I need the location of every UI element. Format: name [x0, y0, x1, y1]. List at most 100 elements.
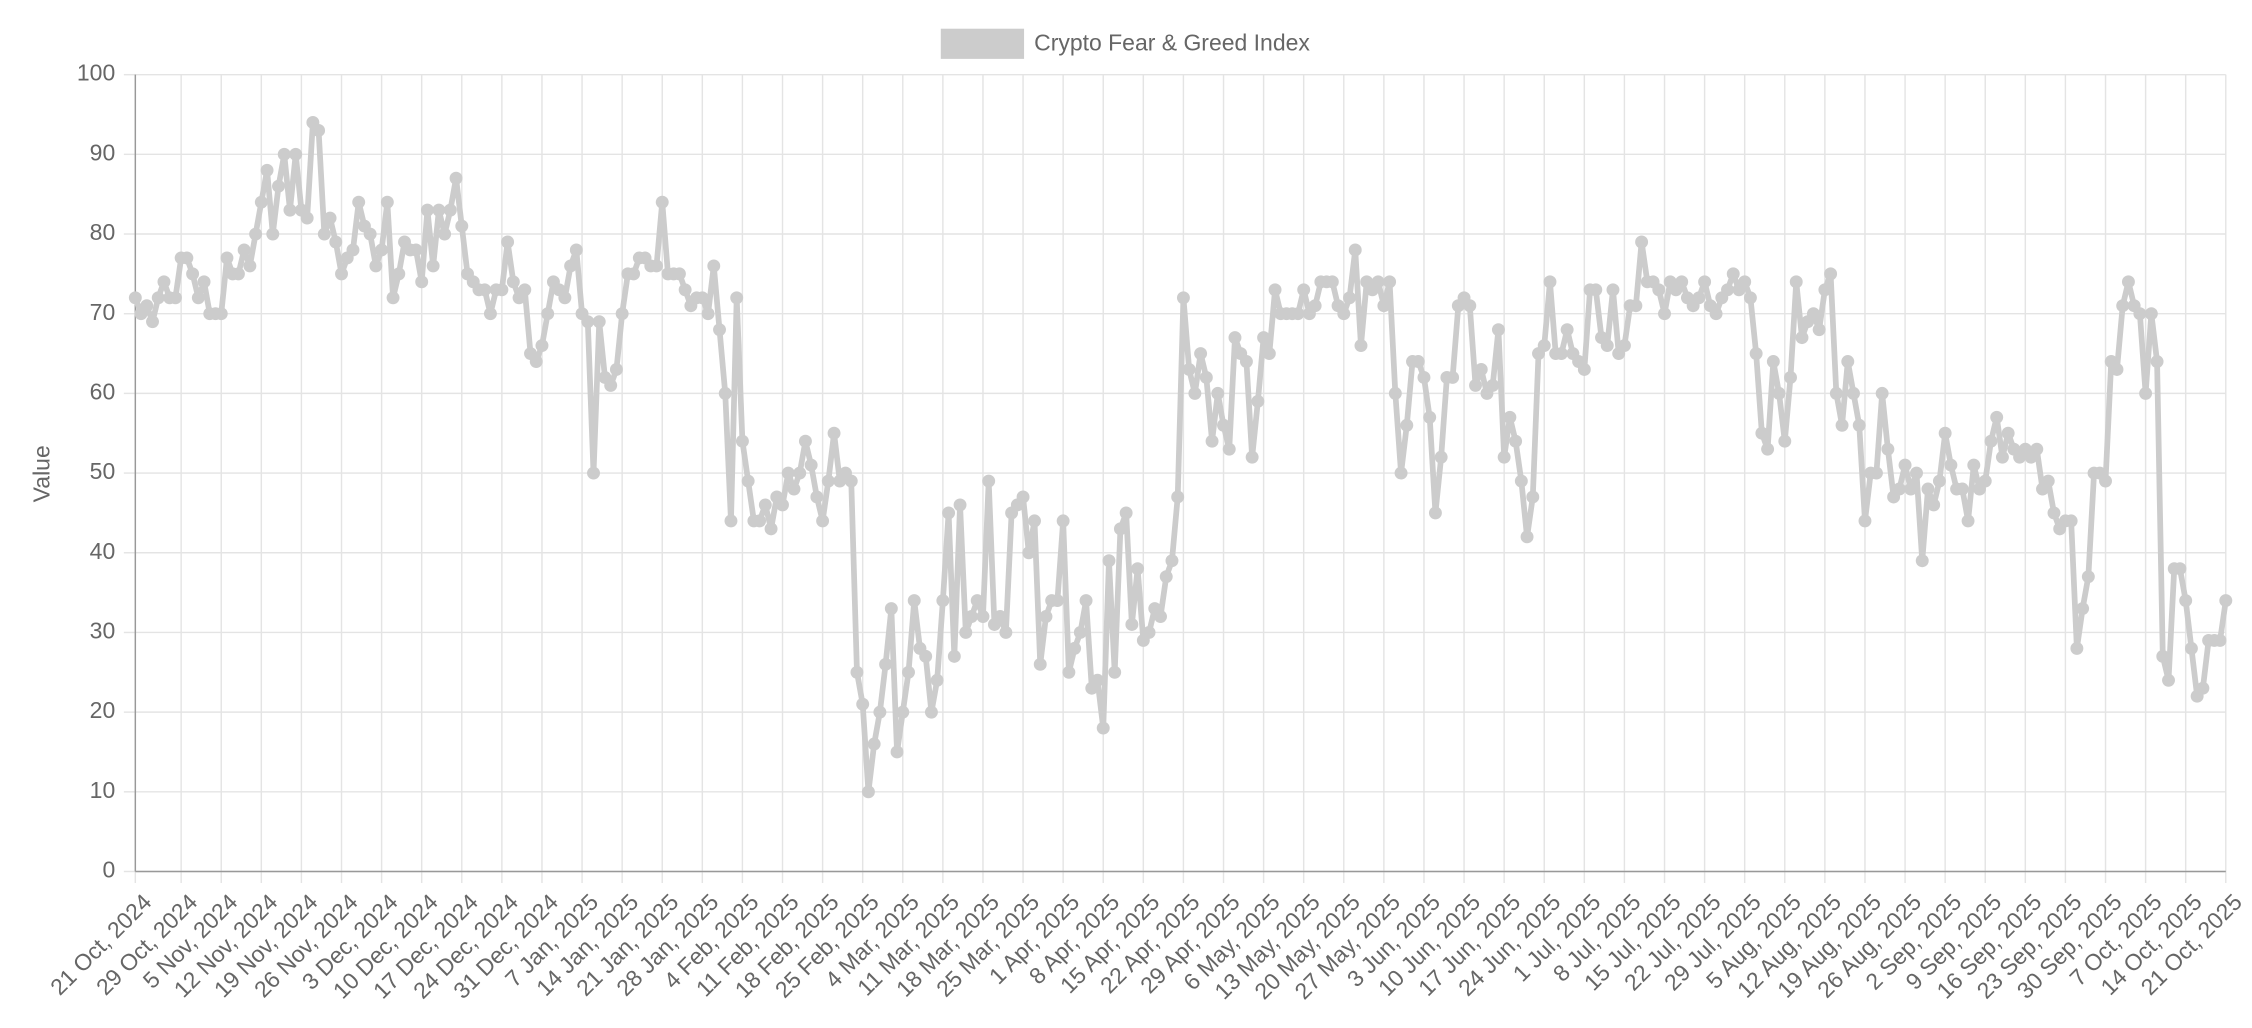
point: [856, 697, 870, 711]
point: [157, 275, 171, 289]
point: [1824, 267, 1838, 281]
point: [1251, 394, 1265, 408]
point: [375, 243, 389, 257]
point: [231, 267, 245, 281]
point: [701, 307, 715, 321]
point: [323, 211, 337, 225]
point: [415, 275, 429, 289]
point: [2110, 363, 2124, 376]
point: [1892, 482, 1906, 496]
point: [1652, 283, 1666, 297]
point: [180, 251, 194, 265]
point: [2156, 649, 2170, 663]
point: [1898, 458, 1912, 472]
point: [2139, 386, 2153, 400]
point: [1904, 482, 1918, 496]
point: [1125, 618, 1139, 631]
point: [1222, 442, 1236, 456]
point: [426, 259, 440, 273]
point: [2144, 307, 2158, 321]
point: [249, 227, 263, 241]
y-tick-label: 20: [90, 697, 116, 723]
point: [283, 203, 297, 217]
plot: [128, 116, 2233, 799]
point: [1073, 625, 1087, 639]
point: [1205, 434, 1219, 448]
y-tick-label: 80: [90, 219, 116, 245]
point: [186, 267, 200, 281]
point: [420, 203, 434, 217]
point: [919, 649, 933, 663]
point: [1514, 474, 1528, 488]
point: [1537, 339, 1551, 353]
point: [902, 665, 915, 679]
point: [724, 514, 738, 528]
point: [214, 307, 228, 321]
point: [959, 625, 973, 639]
point: [1096, 721, 1110, 735]
point: [2116, 299, 2130, 313]
point: [1033, 657, 1047, 671]
point: [2162, 673, 2175, 687]
point: [1990, 410, 2004, 424]
point: [312, 123, 326, 137]
point: [2179, 594, 2193, 608]
point: [1268, 283, 1282, 297]
y-tick-label: 40: [90, 538, 116, 564]
point: [947, 649, 961, 663]
point: [220, 251, 234, 265]
point: [1056, 514, 1070, 528]
point: [1388, 386, 1402, 400]
point: [713, 323, 726, 337]
point: [1927, 498, 1941, 512]
point: [707, 259, 721, 273]
point: [1766, 355, 1780, 368]
legend-label: Crypto Fear & Greed Index: [1034, 30, 1310, 56]
point: [1944, 458, 1958, 472]
point: [140, 299, 154, 313]
point: [1738, 275, 1752, 289]
point: [168, 291, 182, 305]
point: [1932, 474, 1946, 488]
point: [197, 275, 211, 289]
point: [890, 745, 904, 759]
point: [2099, 474, 2112, 488]
point: [793, 466, 807, 480]
point: [953, 498, 967, 512]
point: [879, 657, 893, 671]
point: [392, 267, 406, 281]
point: [1050, 594, 1064, 608]
point: [1869, 466, 1883, 480]
point: [277, 147, 291, 161]
point: [529, 355, 543, 368]
point: [993, 610, 1007, 623]
point: [1016, 490, 1030, 504]
point: [478, 283, 492, 297]
point: [907, 594, 921, 608]
point: [810, 490, 824, 504]
point: [1354, 339, 1368, 353]
point: [1119, 506, 1133, 520]
point: [518, 283, 532, 297]
point: [1692, 291, 1706, 305]
point: [1113, 522, 1127, 536]
point: [1062, 665, 1076, 679]
point: [804, 458, 818, 472]
point: [1400, 418, 1414, 432]
point: [1497, 450, 1511, 464]
point: [1491, 323, 1505, 337]
point: [2081, 570, 2095, 584]
point: [1967, 458, 1981, 472]
point: [300, 211, 314, 225]
point: [1847, 386, 1860, 400]
point: [1446, 370, 1460, 384]
point: [1772, 386, 1786, 400]
point: [1658, 307, 1671, 321]
point: [976, 610, 990, 623]
point: [861, 785, 875, 799]
point: [1217, 418, 1230, 432]
point: [1348, 243, 1362, 257]
point: [564, 259, 578, 273]
point: [884, 602, 898, 616]
